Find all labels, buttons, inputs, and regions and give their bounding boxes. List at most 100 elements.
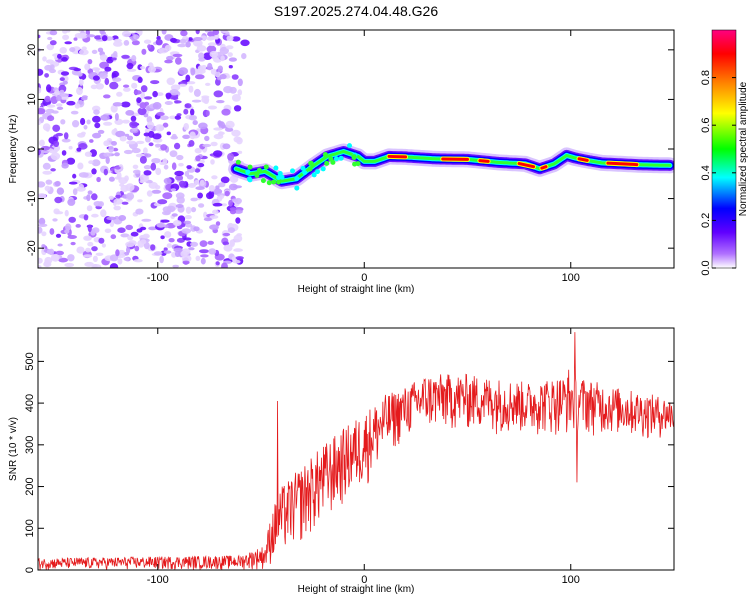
noise-cell [222,241,230,246]
noise-cell [224,190,230,197]
noise-cell [100,209,107,218]
noise-cell [188,37,193,41]
noise-cell [212,209,219,215]
colorbar-ticks: 0.0 0.2 0.4 0.6 0.8 [700,70,736,276]
noise-cell [41,231,47,237]
noise-cell [38,68,44,76]
noise-cell [126,140,136,145]
noise-cell [157,199,168,205]
noise-cell [166,131,171,136]
noise-cell [87,190,93,195]
noise-cell [207,105,218,110]
track-blob [260,178,266,184]
noise-cell [56,187,65,195]
noise-cell [80,117,86,126]
noise-cell [140,66,146,70]
noise-cell [213,150,223,158]
noise-cell [212,202,223,207]
noise-cell [118,215,127,221]
noise-cell [67,254,75,262]
noise-cell [163,164,169,170]
noise-cell [182,260,190,265]
noise-cell [142,233,150,239]
noise-cell [170,188,177,192]
noise-cell [108,195,114,200]
noise-cell [91,246,98,252]
noise-cell [215,261,220,266]
noise-cell [97,129,105,134]
noise-cell [38,217,46,226]
noise-cell [228,183,238,191]
noise-cell [68,216,76,223]
noise-cell [64,209,69,217]
noise-cell [70,241,76,246]
noise-cell [160,219,170,223]
noise-cell [190,67,196,76]
noise-cell [55,250,64,256]
noise-cell [45,126,50,132]
noise-cell [131,82,138,89]
noise-cell [175,175,184,181]
noise-cell [205,110,210,117]
bottom-x-axis-label: Height of straight line (km) [298,584,415,595]
noise-cell [91,159,101,167]
noise-cell [150,80,160,85]
noise-cell [162,122,169,128]
noise-cell [218,182,226,188]
noise-cell [170,37,177,43]
noise-cell [148,130,155,138]
noise-cell [217,120,222,127]
noise-cell [68,145,73,150]
noise-cell [77,32,88,39]
noise-cell [213,127,223,131]
noise-cell [196,68,206,74]
noise-cell [207,62,213,71]
top-y-tick-label: 20 [26,44,38,56]
noise-cell [163,177,172,185]
noise-cell [103,168,109,176]
noise-cell [185,41,191,48]
noise-cell [137,199,143,203]
noise-cell [152,133,162,140]
snr-series [38,332,674,570]
noise-cell [98,237,105,244]
noise-cell [220,55,225,62]
noise-cell [219,131,225,135]
noise-cell [104,228,112,234]
noise-cell [236,137,243,145]
noise-cell [121,54,130,59]
bottom-axis-ticks: -100 0 100 0 100 200 300 400 500 [24,328,674,586]
noise-cell [38,223,48,227]
noise-cell [198,122,208,130]
track-hot-red [478,159,490,163]
noise-cell [209,224,219,230]
noise-cell [136,140,145,145]
noise-cell [84,63,91,71]
noise-cell [114,113,119,121]
noise-cell [126,246,131,254]
noise-cell [38,120,41,125]
noise-cell [65,223,72,231]
noise-cell [123,87,131,92]
noise-cell [106,216,117,221]
noise-cell [49,30,58,36]
noise-cell [172,53,183,58]
noise-cell [61,150,67,156]
colorbar-label: Normalized spectral amplitude [738,81,749,216]
noise-cell [64,229,70,234]
noise-cell [159,255,164,264]
track-blob [246,176,252,182]
noise-cell [130,115,137,122]
noise-cell [122,119,130,124]
noise-cell [59,47,67,54]
noise-cell [202,143,212,148]
noise-cell [52,218,58,222]
noise-cell [176,154,184,161]
track-blob [323,153,329,159]
noise-cell [219,194,225,199]
track-blob [276,175,282,181]
track-blob [311,172,317,178]
noise-cell [229,209,237,215]
noise-cell [144,96,153,100]
